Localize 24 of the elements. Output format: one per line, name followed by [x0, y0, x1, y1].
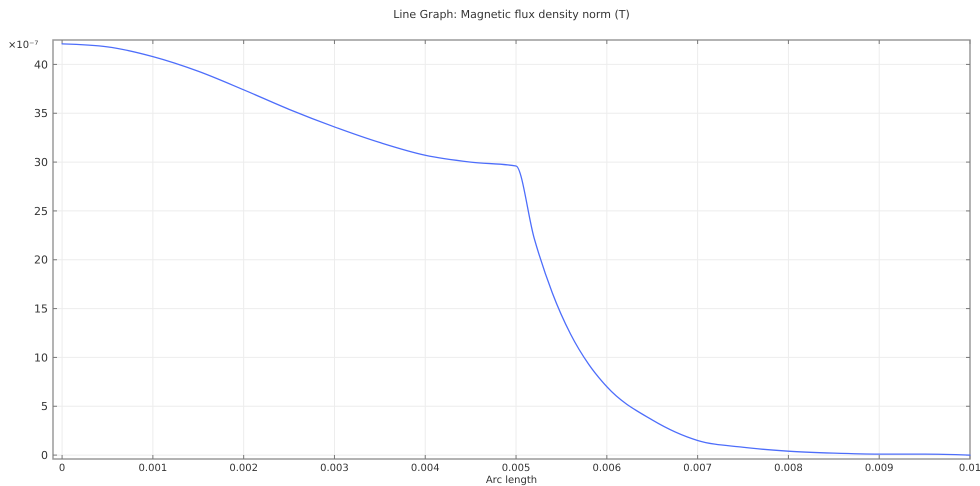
x-tick-label: 0	[58, 463, 66, 474]
x-tick-label: 0.004	[410, 463, 440, 474]
x-tick-label: 0.008	[774, 463, 803, 474]
text: ×10⁻⁷	[8, 40, 38, 51]
x-tick-label: 0.003	[320, 463, 349, 474]
y-tick-label: 15	[34, 302, 48, 316]
x-tick-label: 0.006	[592, 463, 622, 474]
x-tick-label: 0.001	[138, 463, 168, 474]
y-tick-label: 0	[41, 448, 48, 462]
x-tick-label: 0.002	[229, 463, 258, 474]
x-axis-title: Arc length	[486, 475, 538, 486]
x-tick-label: 0.007	[683, 463, 712, 474]
y-tick-label: 30	[34, 156, 48, 169]
y-tick-label: 40	[34, 58, 48, 72]
chart-title: Line Graph: Magnetic flux density norm (T)	[393, 8, 630, 21]
x-tick-label: 0.005	[502, 463, 530, 474]
x-tick-label: 0.009	[864, 463, 894, 474]
y-tick-label: 10	[34, 351, 48, 364]
y-tick-label: 25	[34, 204, 48, 218]
y-tick-label: 35	[34, 107, 48, 120]
line-series	[61, 43, 971, 456]
x-tick-label: 0.01	[958, 463, 980, 474]
y-tick-label: 5	[41, 400, 48, 414]
y-tick-label: 20	[34, 254, 48, 267]
